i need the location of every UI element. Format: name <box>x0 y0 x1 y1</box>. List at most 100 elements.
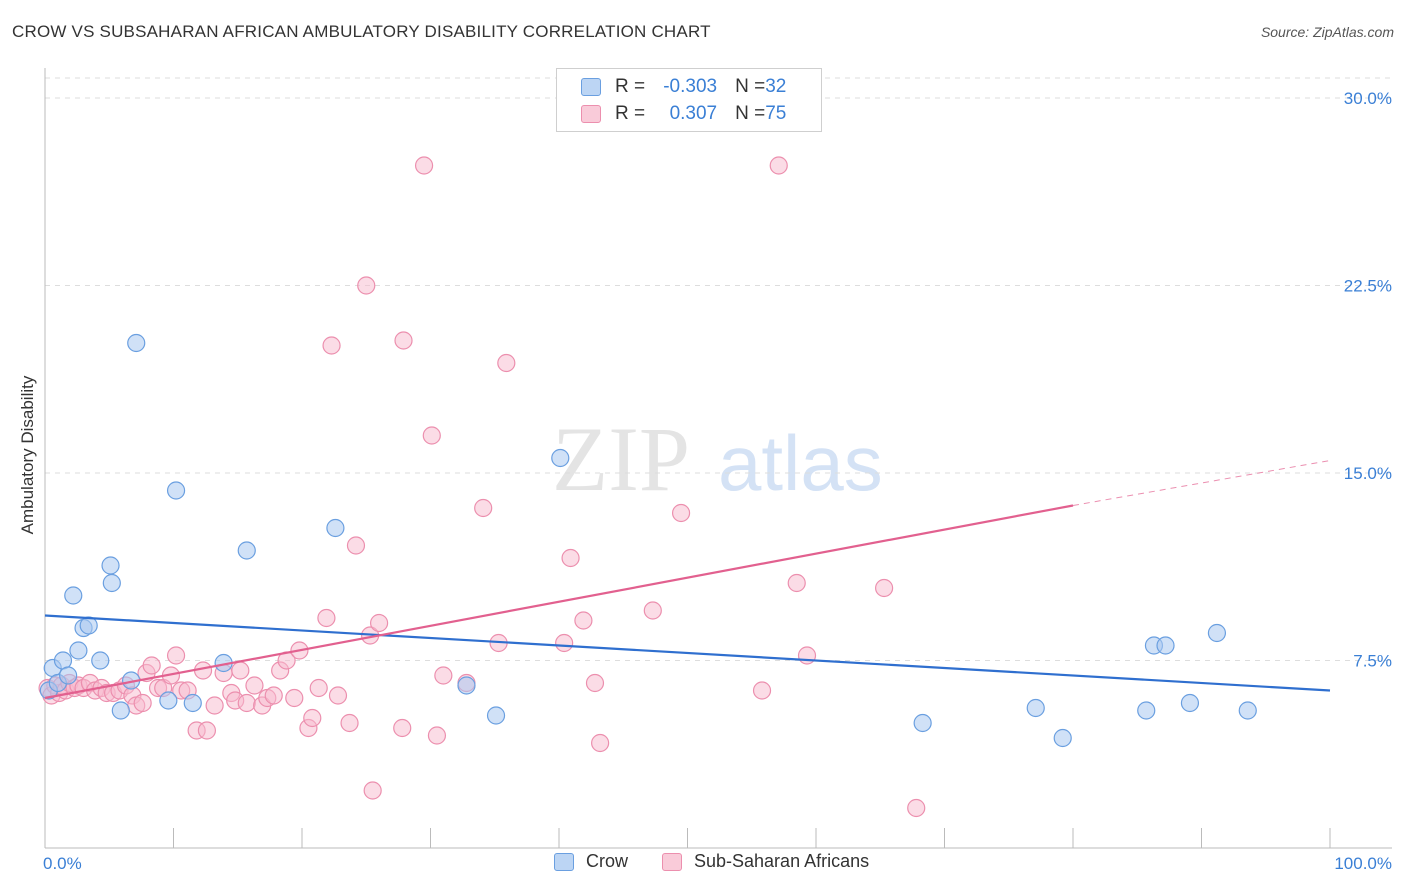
crow-point <box>1238 701 1257 720</box>
subsaharan-point <box>197 721 217 740</box>
subsaharan-point <box>317 608 336 628</box>
crow-point <box>1026 698 1045 718</box>
subsaharan-point <box>787 573 806 593</box>
subsaharan-point <box>340 713 359 733</box>
y-tick-label: 22.5% <box>1344 277 1392 296</box>
crow-point <box>457 676 476 695</box>
subsaharan-point <box>393 718 412 738</box>
crow-point <box>91 651 110 670</box>
subsaharan-point <box>346 536 366 555</box>
subsaharan-point <box>671 503 691 523</box>
subsaharan-swatch <box>581 105 601 123</box>
crow-point <box>1180 693 1200 713</box>
subsaharan-trend-extension <box>1072 460 1331 506</box>
crow-swatch <box>581 78 601 96</box>
crow-point <box>101 556 120 575</box>
crow-point <box>166 481 186 500</box>
watermark-zip: ZIP <box>552 408 690 510</box>
crow-point <box>59 666 78 685</box>
subsaharan-trend-line <box>44 504 1074 700</box>
subsaharan-point <box>328 686 348 705</box>
subsaharan-point <box>205 696 224 715</box>
crow-point <box>64 586 83 605</box>
crow-point <box>102 573 121 593</box>
legend-r-label: R = <box>615 76 646 97</box>
y-tick-label: 7.5% <box>1353 652 1392 671</box>
subsaharan-point <box>414 156 434 175</box>
axes <box>44 68 1392 849</box>
subsaharan-point <box>322 336 341 355</box>
bottom-legend-subsaharan: Sub-Saharan Africans <box>662 851 869 872</box>
subsaharan-point <box>574 611 593 630</box>
subsaharan-point <box>752 681 772 700</box>
crow-trend-line <box>44 614 1331 692</box>
subsaharan-point <box>357 276 376 295</box>
subsaharan-point <box>422 426 441 445</box>
crow-point <box>913 713 932 733</box>
subsaharan-point <box>585 673 605 693</box>
chart-title: CROW VS SUBSAHARAN AFRICAN AMBULATORY DI… <box>12 22 711 41</box>
subsaharan-point <box>237 693 256 713</box>
tick-labels: 7.5% 15.0% 22.5% 30.0% 0.0% 100.0% <box>43 89 1392 873</box>
subsaharan-point <box>434 666 453 685</box>
crow-point <box>1156 636 1175 655</box>
crow-point <box>551 448 570 468</box>
crow-point <box>1207 623 1227 643</box>
subsaharan-point <box>769 156 788 175</box>
crow-point <box>326 518 345 538</box>
crow-point <box>1137 701 1156 720</box>
legend-label-crow: Crow <box>586 851 629 871</box>
subsaharan-point <box>166 646 186 665</box>
legend-r-value: -0.303 <box>663 76 718 97</box>
legend-row-subsaharan: R = 0.307 N = 75 <box>581 102 786 126</box>
subsaharan-point <box>264 686 283 705</box>
subsaharan-point <box>231 661 250 680</box>
subsaharan-point <box>797 646 817 665</box>
crow-swatch <box>554 852 574 871</box>
subsaharan-point <box>555 633 574 653</box>
legend-row-crow: R = -0.303 N = 32 <box>581 75 786 99</box>
subsaharan-point <box>303 708 322 728</box>
subsaharan-point <box>474 498 493 518</box>
crow-point <box>127 333 146 353</box>
subsaharan-point <box>285 688 304 708</box>
subsaharan-point <box>907 798 926 818</box>
subsaharan-point <box>497 353 516 373</box>
subsaharan-point <box>427 726 447 745</box>
subsaharan-point <box>363 781 382 800</box>
crow-point <box>1053 728 1072 748</box>
legend-n-value: 32 <box>765 76 787 97</box>
subsaharan-point <box>370 613 389 633</box>
legend-n-value: 75 <box>765 103 787 124</box>
crow-point <box>159 691 178 710</box>
subsaharan-point <box>142 656 161 675</box>
legend-r-label: R = <box>615 103 646 124</box>
grid-lines <box>45 77 1392 661</box>
subsaharan-point <box>394 331 413 350</box>
y-tick-label: 30.0% <box>1344 89 1392 108</box>
legend-label-subsaharan: Sub-Saharan Africans <box>694 851 870 871</box>
crow-point <box>237 541 256 560</box>
trend-lines <box>44 460 1331 700</box>
subsaharan-point <box>561 548 580 568</box>
correlation-legend: R = -0.303 N = 32 R = 0.307 N = 75 <box>556 68 822 132</box>
legend-r-value: 0.307 <box>669 103 718 124</box>
subsaharan-point <box>133 693 152 713</box>
watermark-atlas: atlas <box>718 419 883 507</box>
subsaharan-point <box>591 733 610 753</box>
crow-point <box>486 706 506 725</box>
subsaharan-point <box>875 578 894 598</box>
x-tick-label: 100.0% <box>1334 854 1392 873</box>
crow-points <box>39 333 1257 748</box>
crow-point <box>111 701 130 720</box>
subsaharan-point <box>309 678 328 698</box>
y-tick-label: 15.0% <box>1344 464 1392 483</box>
subsaharan-point <box>245 676 264 695</box>
subsaharan-swatch <box>662 852 682 871</box>
crow-point <box>79 616 98 635</box>
crow-point <box>183 693 202 713</box>
legend-n-label: N = <box>735 103 766 124</box>
subsaharan-point <box>643 601 662 620</box>
watermark: ZIP atlas <box>552 408 883 510</box>
